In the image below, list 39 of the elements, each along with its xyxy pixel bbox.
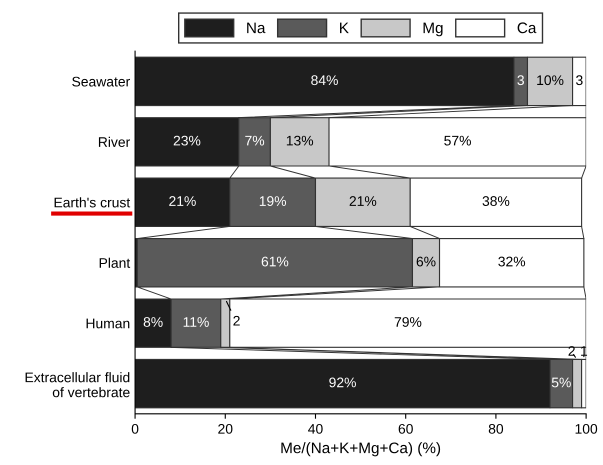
data-label: 38% (482, 196, 510, 206)
data-label: 3 (517, 75, 524, 86)
legend-label: Ca (518, 22, 536, 34)
data-label: 21% (350, 196, 376, 206)
data-label: 10% (537, 75, 564, 86)
y-tick-label: Plant (100, 258, 130, 268)
x-axis-title: Me/(Na+K+Mg+Ca) (%) (281, 442, 440, 456)
data-label: 3 (576, 75, 583, 86)
data-label: 84% (311, 75, 338, 86)
x-tick-label: 100 (576, 424, 598, 434)
data-label: 13% (286, 136, 314, 146)
data-label: 21% (169, 196, 196, 206)
y-tick-label: Seawater (72, 76, 130, 87)
data-label: 92% (329, 378, 356, 388)
x-tick-label: 80 (488, 424, 504, 434)
data-label: 61% (262, 256, 288, 266)
legend-label: K (340, 22, 349, 34)
x-tick-label: 0 (132, 424, 138, 434)
legend-label: Mg (424, 22, 443, 36)
data-label: 7% (245, 136, 264, 146)
data-label: 11% (184, 317, 209, 327)
data-label: 2 (233, 316, 240, 326)
data-label: 6% (416, 256, 436, 266)
data-label: 32% (498, 256, 526, 266)
data-label: 23% (174, 136, 200, 146)
y-tick-label: Extracellular fluid of vertebrate (26, 372, 130, 398)
x-tick-label: 60 (398, 424, 413, 434)
y-tick-label: Human (86, 318, 130, 328)
legend-label: Na (247, 22, 266, 34)
x-tick-label: 20 (218, 424, 232, 434)
data-label: 79% (394, 317, 422, 327)
data-label: 19% (260, 196, 286, 206)
data-label: 57% (444, 136, 471, 146)
data-label: 5% (552, 378, 571, 388)
x-tick-label: 40 (308, 424, 323, 434)
data-label: 2 (568, 346, 575, 356)
data-label: 8% (144, 317, 163, 327)
y-tick-label: Earth's crust (54, 197, 130, 208)
y-tick-label: River (98, 136, 130, 147)
